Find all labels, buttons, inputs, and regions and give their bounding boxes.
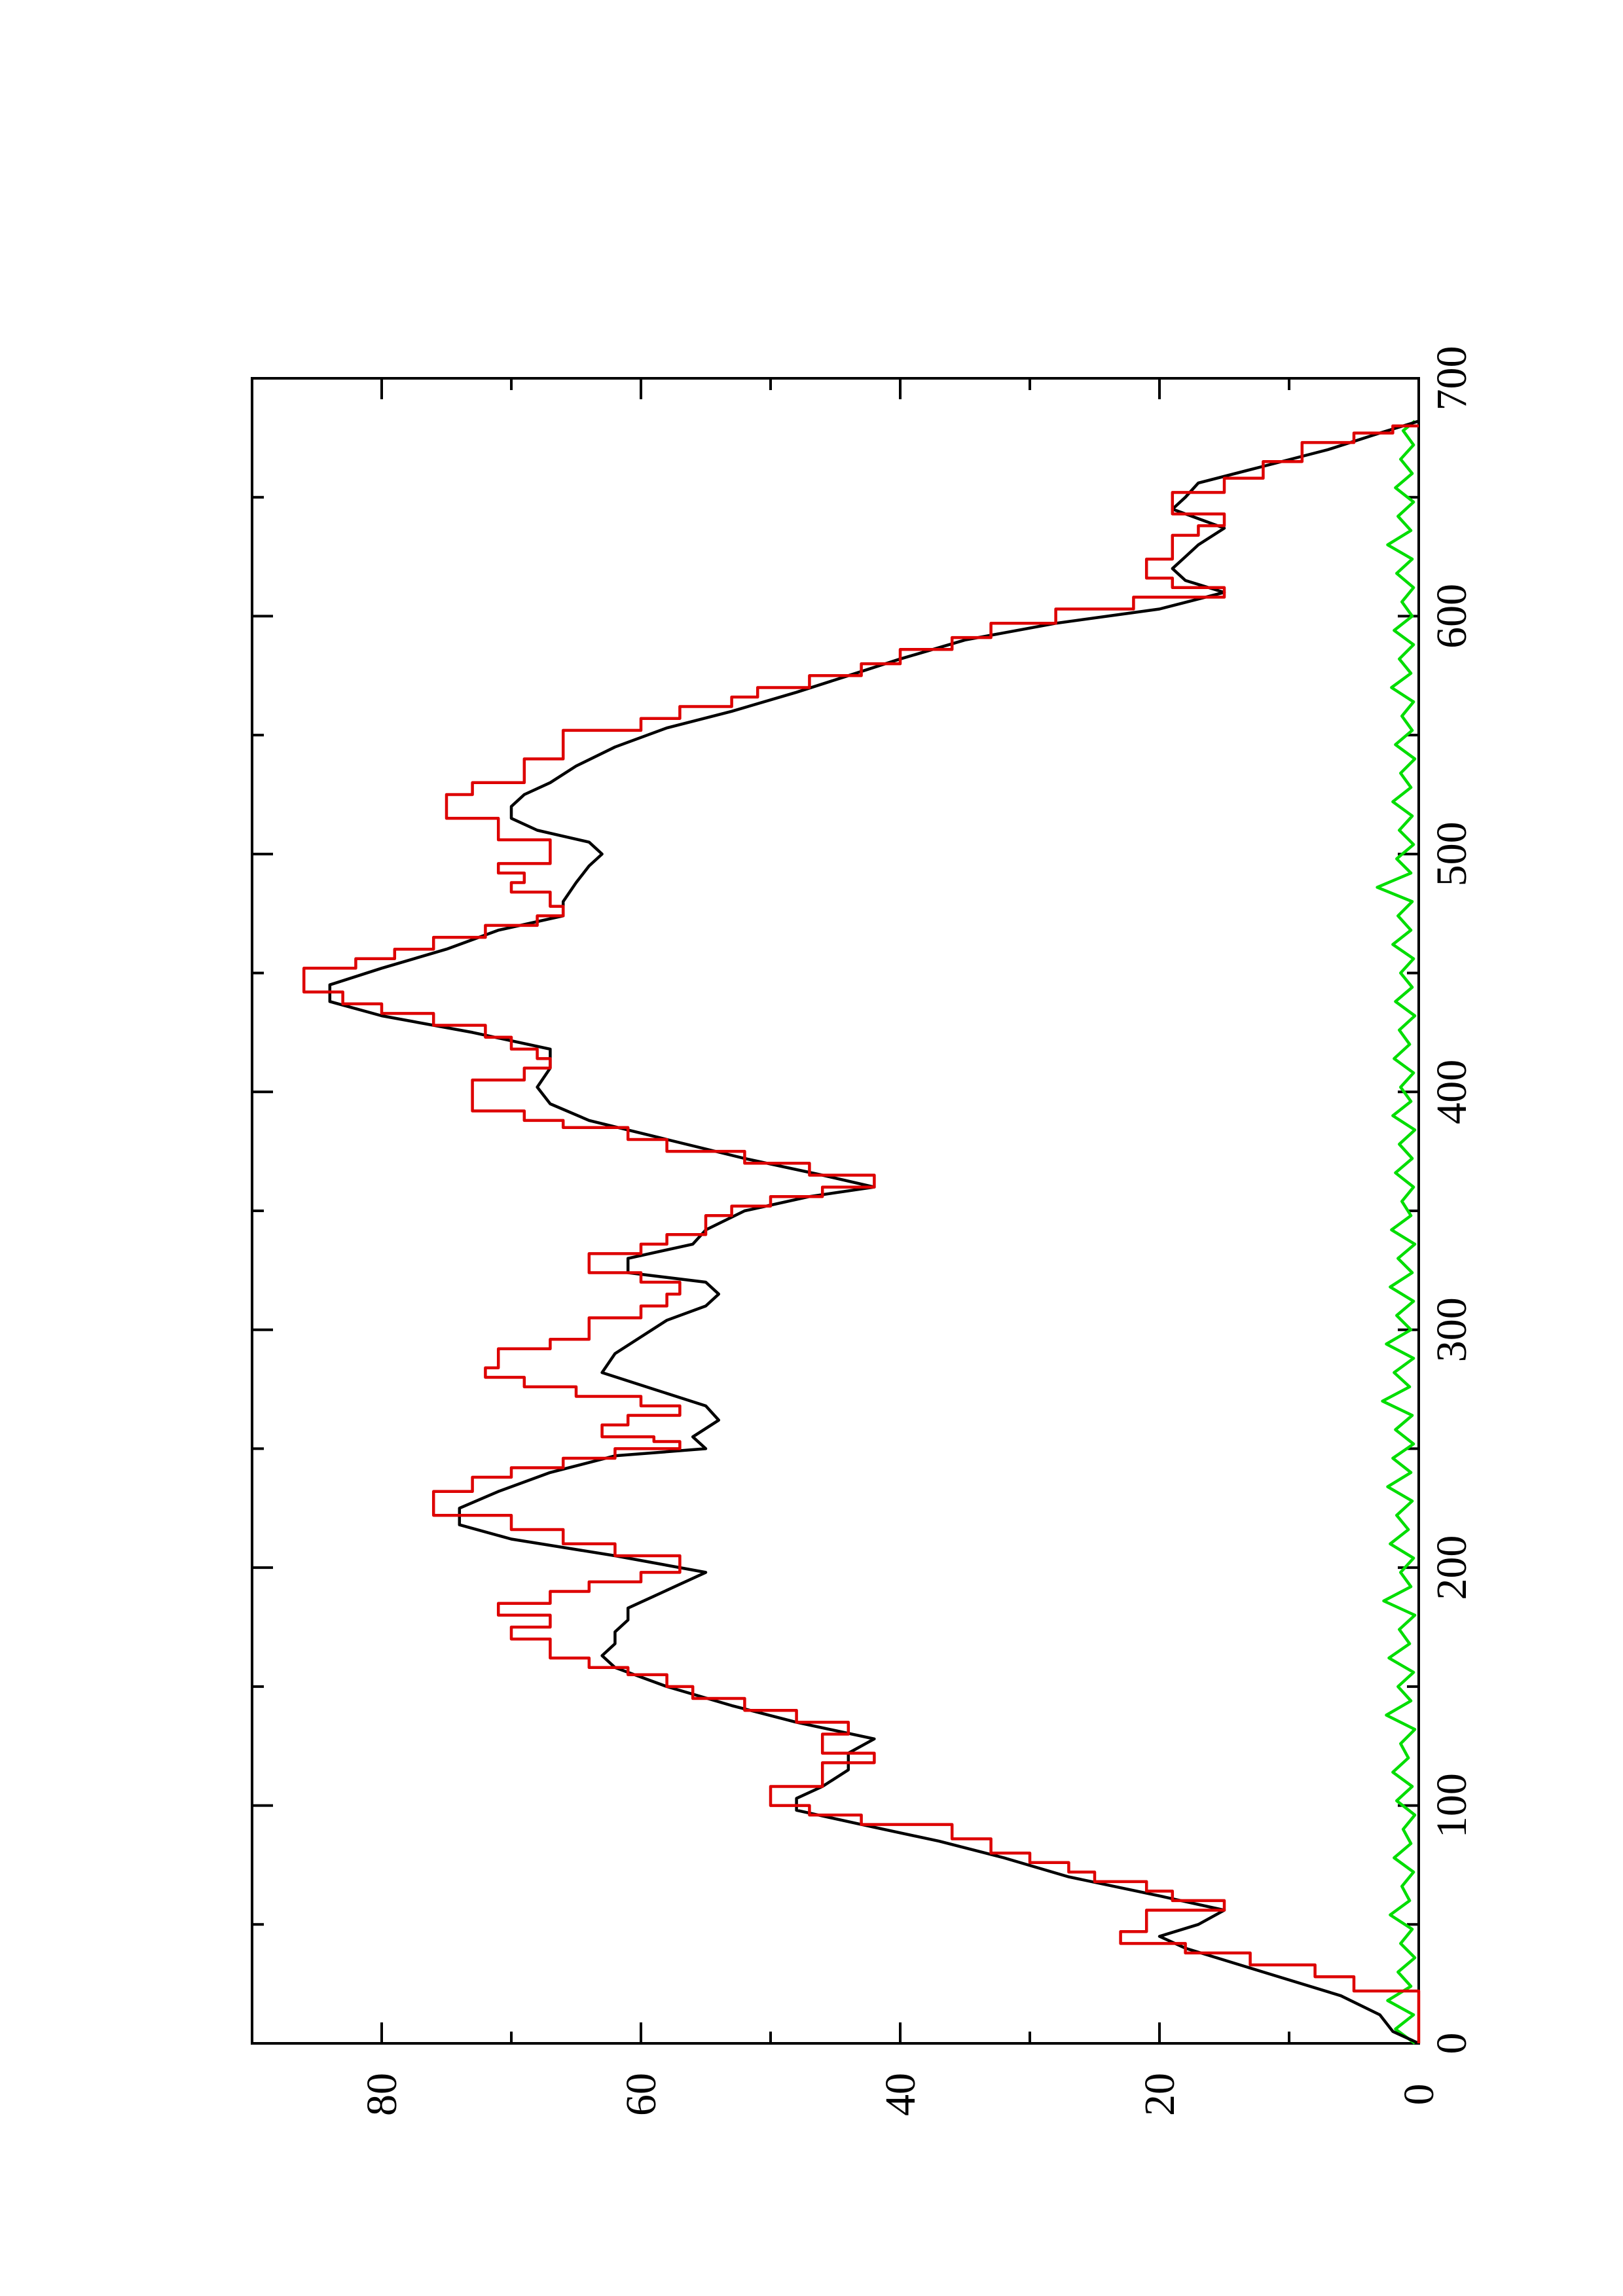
series-line-dd0000 <box>302 424 1421 2043</box>
axis-ticks <box>252 377 1420 2045</box>
y-tick-label: 40 <box>877 2073 924 2116</box>
x-tick-label: 500 <box>1428 821 1476 886</box>
y-tick-label: 60 <box>617 2073 665 2116</box>
x-tick-label: 100 <box>1428 1773 1476 1838</box>
x-tick-label: 300 <box>1428 1297 1476 1362</box>
plot-frame <box>251 377 1420 2045</box>
y-tick-label: 0 <box>1395 2084 1443 2106</box>
tick-labels: 0 100 200 300 400 500 600 700 0 20 40 60 80 <box>358 346 1476 2117</box>
y-tick-label: 20 <box>1136 2073 1184 2116</box>
series-line-00dd00 <box>1376 420 1417 2045</box>
x-tick-label: 400 <box>1428 1060 1476 1124</box>
series-lines <box>302 420 1421 2045</box>
x-tick-label: 600 <box>1428 584 1476 649</box>
y-tick-label: 80 <box>358 2073 406 2116</box>
x-tick-label: 700 <box>1428 346 1476 411</box>
series-line-000000 <box>328 420 1419 2045</box>
x-tick-label: 200 <box>1428 1535 1476 1600</box>
x-tick-label: 0 <box>1428 2033 1476 2054</box>
